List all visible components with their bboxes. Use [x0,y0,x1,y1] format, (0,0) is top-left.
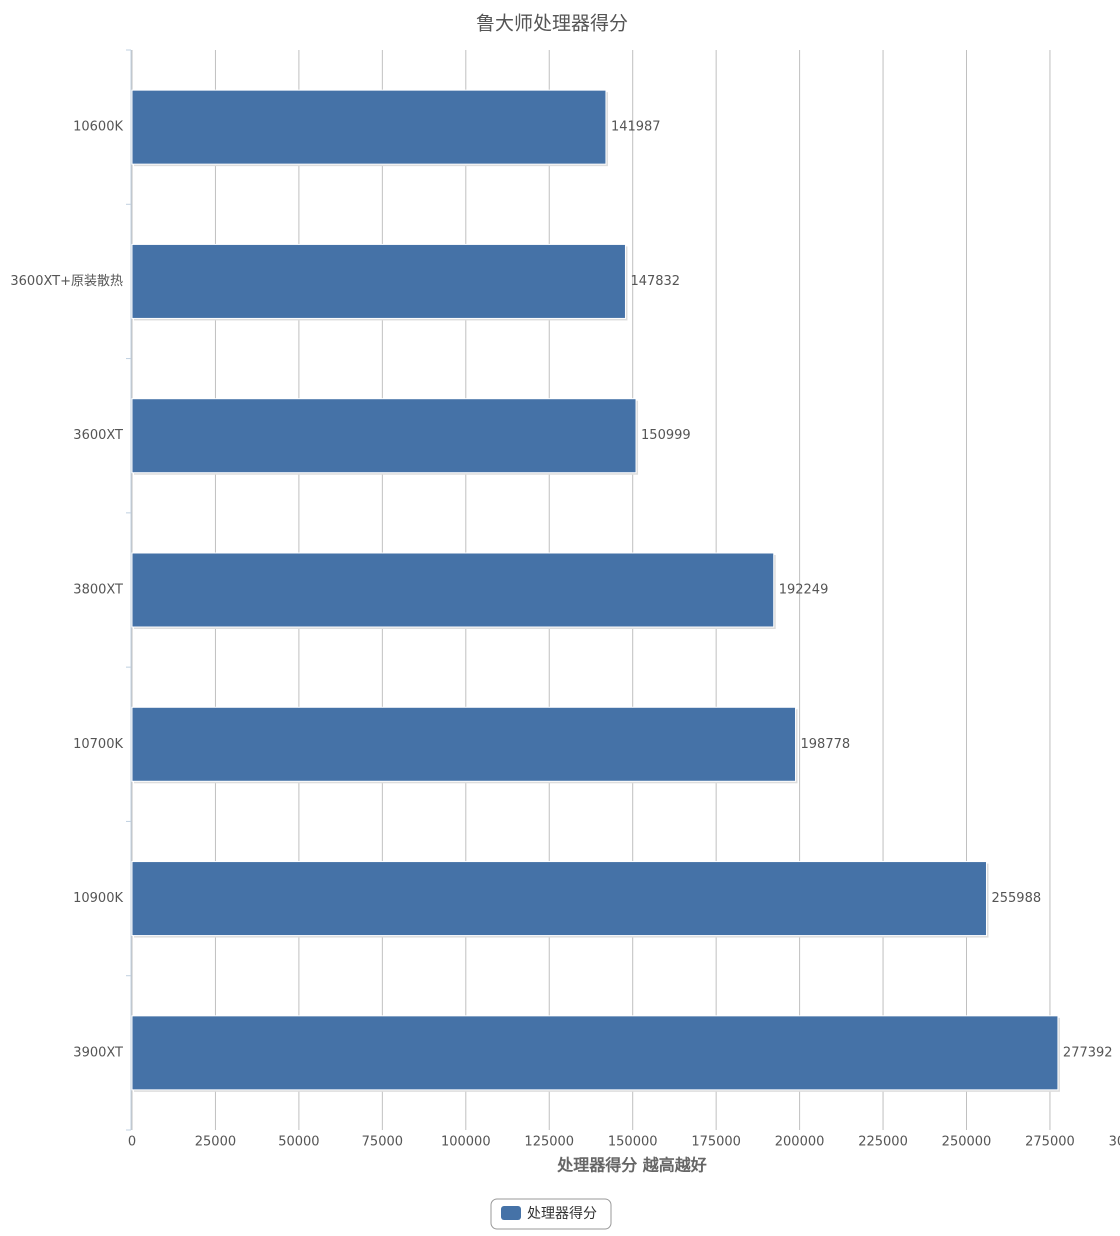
x-tick-label: 225000 [858,1135,908,1150]
x-tick-label: 25000 [195,1135,236,1150]
y-tick-label: 10600K [73,120,123,135]
x-tick-label: 200000 [775,1135,825,1150]
x-tick-label: 100000 [441,1135,491,1150]
x-tick-label: 250000 [942,1135,992,1150]
x-tick-label: 175000 [691,1135,741,1150]
x-tick-label: 0 [128,1135,136,1150]
x-tick-label: 125000 [524,1135,574,1150]
data-label: 255988 [991,891,1041,906]
x-axis-title: 处理器得分 越高越好 [556,1156,707,1175]
y-tick-label: 3600XT [73,428,123,443]
legend-label: 处理器得分 [527,1205,597,1222]
bar [131,706,797,782]
y-tick-label: 3600XT+原装散热 [10,274,123,289]
data-label: 198778 [801,737,851,752]
legend-swatch [501,1206,521,1220]
x-tick-label: 275000 [1025,1135,1075,1150]
bar [131,1015,1059,1091]
y-tick-label: 10700K [73,737,123,752]
data-label: 141987 [611,120,661,135]
x-tick-label: 150000 [608,1135,658,1150]
data-label: 192249 [779,583,829,598]
data-label: 150999 [641,428,691,443]
bar [131,552,775,628]
y-tick-label: 3800XT [73,583,123,598]
y-tick-label: 3900XT [73,1045,123,1060]
data-label: 147832 [630,274,680,289]
bar [131,89,607,165]
x-tick-label: 300000 [1109,1135,1120,1150]
chart-title: 鲁大师处理器得分 [476,13,628,35]
legend-box [490,1198,612,1230]
x-tick-label: 50000 [278,1135,319,1150]
bar [131,398,637,474]
x-tick-label: 75000 [362,1135,403,1150]
bar [131,243,626,319]
bar [131,861,987,937]
y-tick-label: 10900K [73,891,123,906]
data-label: 277392 [1063,1045,1113,1060]
